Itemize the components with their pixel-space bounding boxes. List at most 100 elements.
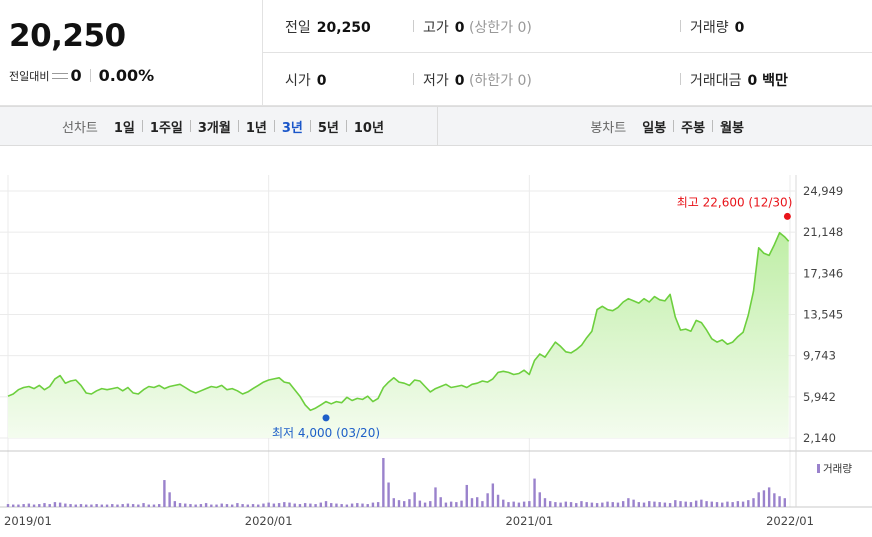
x-tick-label: 2022/01 xyxy=(766,514,814,528)
volume-bar xyxy=(48,504,51,507)
range-3y[interactable]: 3년 xyxy=(281,120,303,136)
volume-bar xyxy=(757,492,760,507)
volume-bar xyxy=(111,504,114,507)
volume-bar xyxy=(376,502,380,507)
volume-bar xyxy=(58,502,62,507)
x-tick-label: 2021/01 xyxy=(505,514,553,528)
upper-limit: (상한가 0) xyxy=(468,20,532,36)
volume-bar xyxy=(251,504,255,507)
period-monthly[interactable]: 월봉 xyxy=(720,120,744,136)
divider xyxy=(273,120,275,132)
volume-bar xyxy=(178,503,182,507)
volume-bar xyxy=(324,501,328,507)
volume-bar xyxy=(674,500,677,507)
volume-bar xyxy=(679,501,682,507)
divider xyxy=(189,120,191,132)
volume-bar xyxy=(95,504,98,507)
y-tick-label: 24,949 xyxy=(803,184,843,198)
high-annotation: 최고 22,600 (12/30) xyxy=(677,195,793,209)
candle-chart-period-selector: 봉차트 일봉 주봉 월봉 xyxy=(439,107,872,145)
open-price-value: 0 xyxy=(316,73,327,89)
volume-bar xyxy=(564,501,568,507)
volume-bar xyxy=(79,504,83,507)
open-price: 시가 0 xyxy=(285,70,327,90)
volume-bar xyxy=(648,501,651,507)
volume-bar xyxy=(64,503,67,507)
volume-bar xyxy=(689,502,693,507)
flat-change-icon xyxy=(52,72,69,79)
volume-bar xyxy=(736,501,740,507)
volume-bar xyxy=(350,503,354,507)
price-chart: 24,94921,14817,34613,5459,7435,9422,140 … xyxy=(0,175,872,528)
volume-bar xyxy=(632,499,635,507)
volume-bar xyxy=(397,500,401,507)
divider xyxy=(89,69,91,82)
volume-bar xyxy=(455,502,458,507)
volume-bar xyxy=(773,493,776,507)
current-price: 20,250 xyxy=(9,18,126,54)
price-info-table: 전일 20,250 고가 0 (상한가 0) 거래량 0 시가 0 저가 0 (하한가 0… xyxy=(263,0,872,105)
volume-bar xyxy=(277,503,281,507)
volume-bar xyxy=(53,502,57,507)
candle-chart-label: 봉차트 xyxy=(590,120,627,136)
volume: 거래량 0 xyxy=(679,17,745,37)
volume-bar xyxy=(595,503,599,507)
volume-bar xyxy=(752,498,755,507)
range-5y[interactable]: 5년 xyxy=(317,120,339,136)
range-3m[interactable]: 3개월 xyxy=(197,120,231,136)
volume-bar xyxy=(32,504,36,507)
change-value: 0 xyxy=(70,66,82,85)
period-daily[interactable]: 일봉 xyxy=(642,120,667,136)
range-1d[interactable]: 1일 xyxy=(113,120,135,136)
volume-bar xyxy=(371,502,375,507)
volume-bar xyxy=(163,480,166,507)
volume-bar xyxy=(543,498,547,507)
high-price-label: 고가 xyxy=(423,20,449,36)
volume-bar xyxy=(22,504,25,507)
volume-bar xyxy=(663,502,667,507)
volume-legend: 거래량 xyxy=(823,463,852,475)
volume-bar xyxy=(6,504,10,507)
volume-bar xyxy=(528,501,531,507)
volume-bar xyxy=(319,502,322,507)
volume-bar xyxy=(705,501,708,507)
volume-bar xyxy=(382,458,385,507)
volume-bar xyxy=(12,504,15,507)
volume-bar xyxy=(522,501,526,507)
divider xyxy=(673,120,675,132)
volume-bar xyxy=(418,500,422,507)
prev-close-value: 20,250 xyxy=(316,20,371,36)
volume-bar xyxy=(580,501,583,507)
volume-bar xyxy=(293,503,296,507)
volume-bar xyxy=(502,499,505,507)
volume-bar xyxy=(330,503,333,507)
volume-bar xyxy=(460,500,463,507)
volume-bar xyxy=(225,504,229,507)
volume-bar xyxy=(637,502,641,507)
volume-value: 0 xyxy=(734,20,745,36)
trade-amount-label: 거래대금 xyxy=(690,73,742,89)
period-weekly[interactable]: 주봉 xyxy=(681,120,706,136)
volume-bar xyxy=(90,504,93,507)
y-tick-label: 17,346 xyxy=(803,266,843,280)
volume-bar xyxy=(642,502,646,507)
volume-bar xyxy=(554,502,557,507)
range-10y[interactable]: 10년 xyxy=(353,120,384,136)
change-rate: 0.00% xyxy=(98,66,155,85)
volume-bar xyxy=(658,502,661,507)
low-price-value: 0 xyxy=(454,73,465,89)
volume-bar xyxy=(449,501,453,507)
y-tick-label: 13,545 xyxy=(803,307,843,321)
volume-bar xyxy=(210,504,213,507)
volume-bars xyxy=(6,458,786,507)
volume-bar xyxy=(356,503,359,507)
volume-bar xyxy=(246,504,250,507)
volume-bar xyxy=(241,504,244,507)
range-1y[interactable]: 1년 xyxy=(245,120,267,136)
open-price-label: 시가 xyxy=(285,73,311,89)
y-tick-label: 2,140 xyxy=(803,431,836,445)
range-1w[interactable]: 1주일 xyxy=(149,120,183,136)
trade-amount-value: 0 백만 xyxy=(747,73,788,89)
high-marker xyxy=(783,212,791,220)
volume-bar xyxy=(215,504,218,507)
